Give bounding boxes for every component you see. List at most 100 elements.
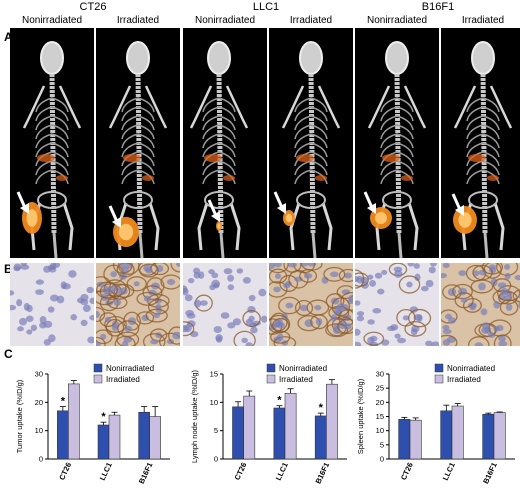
membrane-stain: [136, 291, 159, 306]
pet-ct-image: [355, 28, 439, 258]
nucleus: [367, 274, 374, 280]
nucleus: [213, 325, 222, 334]
rib: [137, 142, 155, 158]
spleen-uptake-chart: Spleen uptake (%ID/g) 0 5 10 15 20 25 30 CT26 LLC…: [356, 363, 515, 485]
nucleus: [87, 336, 94, 344]
nucleus: [227, 322, 236, 329]
nucleus: [367, 319, 375, 325]
tumor-uptake-chart: Tumor uptake (%ID/g) 0 10 20 30 * CT26 * LLC1 B16…: [15, 363, 170, 485]
nucleus: [273, 263, 282, 268]
nucleus: [503, 295, 513, 301]
legend-swatch: [434, 363, 444, 373]
col-label-ct26-irradiated: Irradiated: [116, 15, 160, 26]
arrow-head-icon: [367, 203, 376, 214]
membrane-stain: [441, 309, 458, 324]
nucleus: [330, 314, 338, 322]
nucleus: [355, 328, 361, 336]
rib: [482, 151, 500, 167]
pet-ct-image: [269, 28, 353, 258]
rib: [202, 97, 220, 113]
nucleus: [245, 342, 253, 346]
membrane-stain: [112, 263, 133, 274]
organ-uptake: [468, 154, 486, 162]
rib: [218, 142, 236, 158]
rib: [218, 106, 236, 122]
rib: [380, 160, 398, 176]
membrane-stain: [269, 268, 288, 284]
nucleus: [374, 272, 383, 279]
x-tick-label: CT26: [233, 461, 249, 481]
rib: [121, 142, 139, 158]
legend-label: Irradiated: [279, 375, 313, 384]
rib: [466, 97, 484, 113]
rib: [294, 97, 312, 113]
rib: [218, 124, 236, 140]
nucleus: [481, 322, 490, 330]
membrane-stain: [117, 320, 140, 338]
rib: [396, 142, 414, 158]
rib: [51, 115, 69, 131]
skeleton-render: [363, 41, 427, 258]
nucleus: [283, 282, 291, 289]
membrane-stain: [170, 263, 180, 273]
legend-label: Nonirradiated: [279, 364, 327, 373]
membrane-stain: [242, 310, 261, 328]
nucleus: [447, 288, 457, 297]
y-tick-label: 0: [380, 455, 384, 464]
rib: [310, 115, 328, 131]
nucleus: [16, 299, 23, 307]
membrane-stain: [470, 279, 494, 294]
y-axis-label: Spleen uptake (%ID/g): [356, 378, 365, 454]
y-tick-label: 20: [376, 398, 384, 407]
nucleus: [329, 271, 339, 278]
membrane-stain: [499, 299, 519, 316]
nucleus: [199, 300, 208, 306]
membrane-stain: [278, 296, 301, 315]
nucleus: [80, 293, 89, 302]
tumor-hotspot-core: [285, 213, 293, 223]
rib: [380, 169, 398, 185]
bar: [409, 419, 422, 460]
organ-uptake: [382, 154, 400, 162]
arrow-head-icon: [112, 217, 121, 228]
rib: [310, 142, 328, 158]
nucleus: [193, 267, 201, 275]
pet-ct-image: [10, 28, 94, 258]
y-tick-label: 10: [210, 398, 218, 407]
membrane-stain: [338, 268, 353, 283]
membrane-stain: [441, 334, 458, 346]
membrane-stain: [336, 285, 353, 300]
membrane-stain: [136, 311, 155, 325]
spine: [135, 73, 143, 234]
arrow-head-icon: [277, 203, 286, 214]
nucleus: [43, 265, 51, 273]
rib: [51, 133, 69, 149]
rib: [466, 124, 484, 140]
membrane-stain: [96, 276, 112, 293]
y-tick-label: 10: [35, 426, 43, 435]
nucleus: [448, 317, 456, 324]
nucleus: [172, 331, 180, 340]
rib: [310, 124, 328, 140]
nucleus: [397, 337, 406, 344]
arrow-head-icon: [211, 211, 220, 222]
bar: [138, 411, 150, 460]
rib: [482, 142, 500, 158]
organ-uptake: [123, 154, 141, 162]
group-title-b16f1: B16F1: [421, 1, 455, 13]
membrane-stain: [183, 321, 195, 337]
nucleus: [247, 305, 256, 314]
nucleus: [166, 278, 176, 286]
membrane-stain: [160, 274, 180, 290]
nucleus: [260, 315, 267, 323]
forelimb: [58, 85, 82, 129]
nucleus: [220, 312, 230, 319]
nucleus: [30, 324, 38, 332]
bar: [149, 416, 161, 460]
rib: [137, 115, 155, 131]
nucleus: [355, 341, 362, 346]
x-tick-label: CT26: [399, 461, 415, 481]
nucleus: [372, 307, 382, 314]
nucleus: [431, 341, 439, 346]
nucleus: [10, 290, 15, 296]
